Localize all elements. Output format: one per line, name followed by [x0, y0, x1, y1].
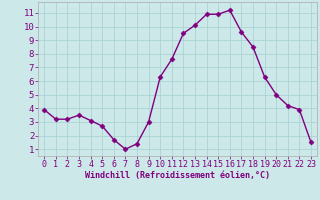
X-axis label: Windchill (Refroidissement éolien,°C): Windchill (Refroidissement éolien,°C)	[85, 171, 270, 180]
